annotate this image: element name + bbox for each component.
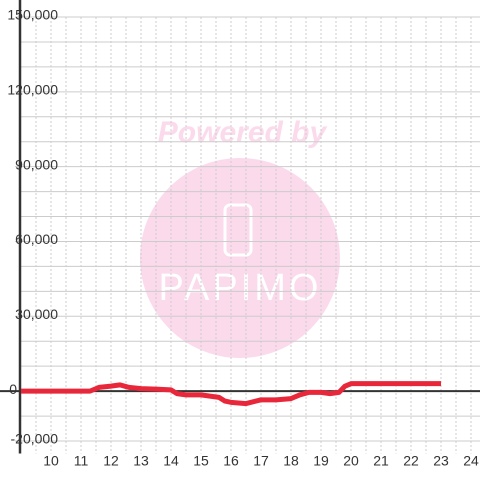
x-tick-label: 16	[223, 453, 239, 469]
x-tick-label: 15	[193, 453, 209, 469]
y-tick-label: 60,000	[15, 231, 58, 247]
y-tick-label: 90,000	[15, 156, 58, 172]
watermark: Powered by PAPIMO	[140, 116, 340, 358]
x-tick-label: 21	[373, 453, 389, 469]
data-line	[21, 381, 441, 407]
x-tick-label: 23	[433, 453, 449, 469]
x-tick-label: 19	[313, 453, 329, 469]
y-tick-label: 30,000	[15, 306, 58, 322]
y-tick-label: 0	[9, 381, 17, 397]
plot	[21, 381, 441, 407]
watermark-circle	[140, 158, 340, 358]
watermark-text: Powered by	[158, 116, 328, 149]
y-tick-label: 120,000	[7, 82, 58, 98]
x-tick-label: 17	[253, 453, 269, 469]
y-tick-label: 150,000	[7, 7, 58, 23]
grid	[0, 0, 480, 454]
x-tick-label: 20	[343, 453, 359, 469]
x-tick-label: 13	[133, 453, 149, 469]
x-tick-label: 14	[163, 453, 179, 469]
watermark-text: PAPIMO	[159, 267, 322, 309]
x-tick-label: 10	[43, 453, 59, 469]
y-tick-label: -20,000	[11, 431, 59, 447]
x-tick-label: 18	[283, 453, 299, 469]
x-tick-label: 11	[74, 453, 89, 469]
x-tick-label: 12	[103, 453, 119, 469]
x-tick-label: 24	[463, 453, 479, 469]
watermark-icon	[223, 203, 253, 257]
x-tick-label: 22	[403, 453, 419, 469]
